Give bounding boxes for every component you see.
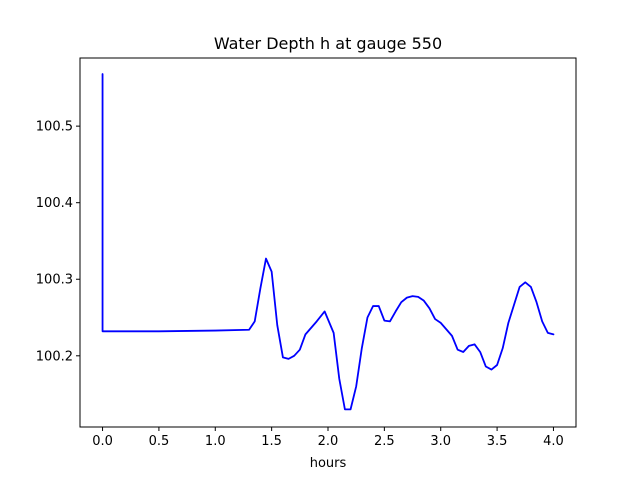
plot-area bbox=[80, 58, 576, 427]
y-tick-label: 100.5 bbox=[36, 120, 73, 135]
series-layer bbox=[101, 73, 555, 411]
x-tick-label: 2.0 bbox=[318, 434, 339, 449]
x-tick-label: 2.5 bbox=[374, 434, 395, 449]
y-tick-label: 100.4 bbox=[36, 196, 73, 211]
x-tick-label: 0.0 bbox=[92, 434, 113, 449]
x-tick-label: 1.0 bbox=[205, 434, 226, 449]
x-tick-label: 0.5 bbox=[149, 434, 170, 449]
y-axis: 100.2 100.3 100.4 100.5 bbox=[36, 120, 80, 364]
x-tick-label: 3.0 bbox=[430, 434, 451, 449]
series-line-0 bbox=[101, 73, 555, 411]
x-tick-label: 4.0 bbox=[543, 434, 564, 449]
y-tick-label: 100.3 bbox=[36, 273, 73, 288]
chart-title: Water Depth h at gauge 550 bbox=[214, 34, 442, 53]
x-axis: 0.0 0.5 1.0 1.5 2.0 2.5 3.0 3.5 4.0 bbox=[92, 427, 564, 449]
x-tick-label: 1.5 bbox=[261, 434, 282, 449]
y-tick-label: 100.2 bbox=[36, 349, 73, 364]
plot-frame bbox=[79, 57, 577, 428]
x-axis-label: hours bbox=[310, 456, 347, 471]
x-tick-label: 3.5 bbox=[487, 434, 508, 449]
